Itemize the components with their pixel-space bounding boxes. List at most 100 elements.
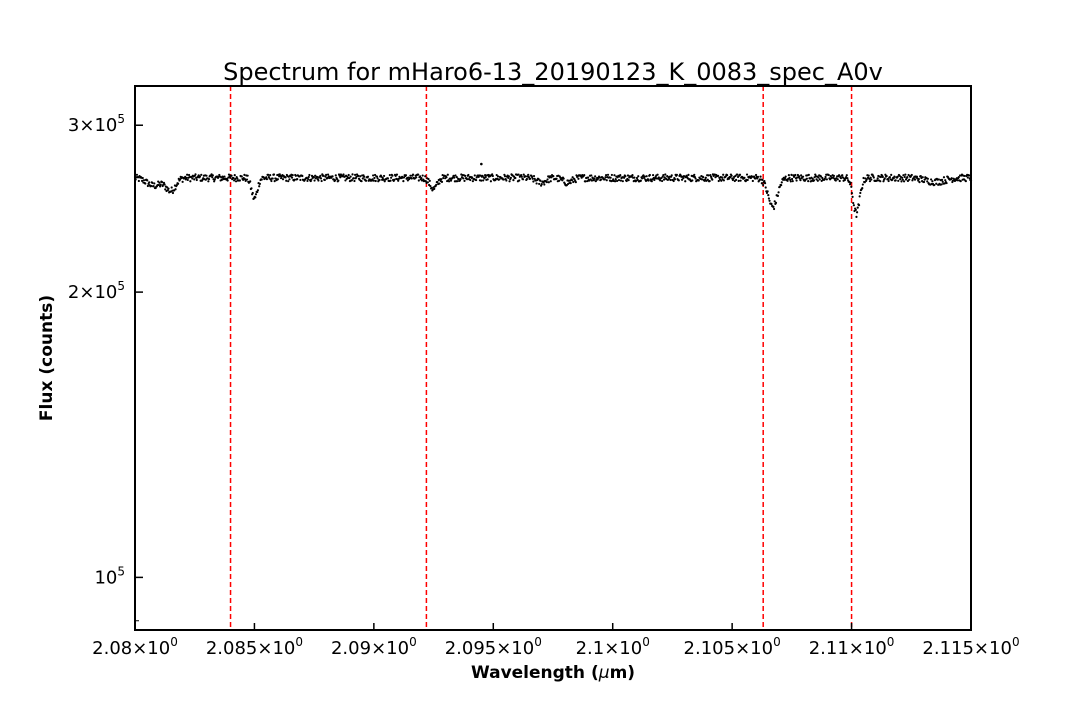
data-point <box>484 175 487 179</box>
data-point <box>316 175 319 179</box>
data-point <box>267 173 270 176</box>
spectrum-points <box>133 162 973 218</box>
data-point <box>157 183 160 187</box>
data-point <box>621 180 624 183</box>
data-point <box>766 190 769 193</box>
data-point <box>187 173 191 177</box>
data-point <box>269 174 272 177</box>
data-point <box>691 179 694 182</box>
data-point <box>945 181 948 185</box>
data-point <box>256 190 259 194</box>
data-point <box>419 175 422 178</box>
data-point <box>290 176 294 179</box>
data-point <box>428 179 431 182</box>
data-point <box>739 179 742 182</box>
data-point <box>823 177 827 180</box>
data-point <box>768 199 771 202</box>
data-point <box>438 182 441 185</box>
data-point <box>852 201 855 205</box>
data-point <box>288 178 291 181</box>
x-tick-label: 2.085×100 <box>206 635 303 659</box>
data-point <box>421 174 424 177</box>
data-point <box>614 180 617 183</box>
data-point <box>334 174 337 177</box>
data-point <box>482 179 485 182</box>
data-point <box>163 183 166 186</box>
data-point <box>140 179 144 182</box>
data-point <box>547 181 550 184</box>
data-point <box>177 182 180 185</box>
data-point <box>711 178 714 181</box>
data-point <box>935 182 938 185</box>
data-point <box>610 173 613 177</box>
data-point <box>855 211 859 214</box>
data-point <box>546 178 549 181</box>
data-point <box>623 176 626 179</box>
data-point <box>273 180 276 183</box>
data-point <box>776 194 780 198</box>
data-point <box>393 178 396 181</box>
data-point <box>313 179 316 182</box>
data-point <box>894 179 897 182</box>
data-point <box>865 178 868 181</box>
data-point <box>784 175 787 178</box>
plot-background <box>135 86 971 630</box>
data-point <box>463 179 466 182</box>
data-point <box>535 182 538 185</box>
data-point <box>807 180 810 183</box>
data-point <box>146 184 149 188</box>
y-axis-ticks: 105 2×105 3×105 <box>68 112 143 622</box>
data-point <box>876 177 879 180</box>
data-point <box>233 174 236 177</box>
data-point <box>483 177 486 180</box>
data-point <box>636 178 639 181</box>
data-point <box>702 176 705 179</box>
data-point <box>415 176 418 179</box>
data-point <box>291 174 294 177</box>
data-point <box>648 173 651 177</box>
data-point <box>790 177 794 181</box>
data-point <box>791 180 794 183</box>
data-point <box>260 178 263 181</box>
data-point <box>886 177 890 181</box>
data-point <box>899 178 902 181</box>
data-point <box>254 196 257 199</box>
data-point <box>240 175 243 178</box>
data-point <box>335 177 339 181</box>
data-point <box>527 176 530 179</box>
data-point <box>481 174 484 177</box>
data-point <box>467 173 470 177</box>
data-point <box>937 178 940 181</box>
data-point <box>323 178 326 182</box>
data-point <box>604 176 607 179</box>
data-point <box>410 177 413 180</box>
data-point <box>287 180 290 183</box>
data-point <box>824 175 827 179</box>
data-point <box>236 177 239 180</box>
data-point <box>325 173 328 176</box>
data-point <box>641 177 644 180</box>
data-point <box>908 178 911 181</box>
data-point <box>761 178 764 182</box>
data-point <box>293 178 296 181</box>
data-point <box>440 180 444 183</box>
data-point <box>276 178 279 181</box>
data-point <box>569 181 572 185</box>
data-point <box>171 191 175 195</box>
data-point <box>211 174 214 177</box>
data-point <box>717 179 720 183</box>
data-point <box>402 180 405 183</box>
data-point <box>888 176 892 179</box>
data-point <box>167 187 170 190</box>
data-point <box>507 175 511 178</box>
data-point <box>524 175 527 178</box>
data-point <box>281 178 285 181</box>
data-point <box>825 178 828 181</box>
data-point <box>198 175 202 178</box>
data-point <box>858 195 861 198</box>
data-point <box>307 177 310 181</box>
data-point <box>174 188 177 191</box>
data-point <box>326 173 330 176</box>
data-point <box>509 176 512 179</box>
data-point <box>175 184 178 187</box>
